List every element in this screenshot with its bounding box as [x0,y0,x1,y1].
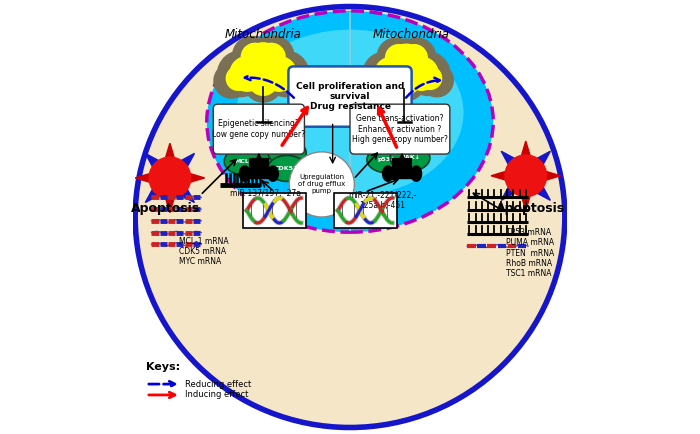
Text: MCL-1↑: MCL-1↑ [234,159,262,164]
Text: Apoptosis: Apoptosis [131,202,200,215]
Circle shape [230,56,265,91]
Ellipse shape [268,155,306,181]
Polygon shape [501,151,515,165]
Circle shape [248,66,278,95]
Circle shape [371,67,394,89]
Ellipse shape [239,166,250,181]
Text: Mitochondria: Mitochondria [225,28,302,41]
Text: TP53 mRNA
PUMA mRNA
PTEN  mRNA
RhoB mRNA
TSC1 mRNA: TP53 mRNA PUMA mRNA PTEN mRNA RhoB mRNA … [506,228,554,279]
Circle shape [232,36,271,75]
Text: Inducing effect: Inducing effect [185,391,248,399]
Text: Gene trans-activation?
Enhancer activation ?
High gene copy number?: Gene trans-activation? Enhancer activati… [352,114,448,144]
Circle shape [401,45,427,71]
Circle shape [214,63,248,98]
Polygon shape [536,151,550,165]
Circle shape [505,155,547,197]
Circle shape [226,66,250,90]
Circle shape [405,57,438,90]
Text: Keys:: Keys: [146,362,180,372]
Circle shape [360,64,393,97]
Ellipse shape [411,166,421,181]
Circle shape [389,64,425,101]
Text: CDK5↑: CDK5↑ [275,166,299,171]
Circle shape [258,43,285,71]
Text: miR-137/197, -27a: miR-137/197, -27a [230,189,301,197]
Circle shape [149,157,190,199]
Text: MYC↑: MYC↑ [277,150,297,155]
Circle shape [218,51,263,97]
Ellipse shape [240,131,282,160]
Circle shape [241,43,269,71]
Polygon shape [189,173,204,183]
Circle shape [278,63,312,98]
FancyBboxPatch shape [214,104,304,154]
Text: Cell proliferation and
survival
Drug resistance: Cell proliferation and survival Drug res… [296,82,404,112]
Circle shape [276,66,300,90]
Circle shape [420,64,454,97]
Polygon shape [180,153,195,168]
Polygon shape [491,171,507,181]
Ellipse shape [390,145,430,171]
Text: p53↓: p53↓ [378,157,396,162]
Circle shape [374,57,407,90]
Polygon shape [522,141,531,157]
Text: Apoptosis: Apoptosis [496,202,565,215]
Ellipse shape [224,147,272,176]
Polygon shape [135,173,150,183]
Text: Epigenetic silencing?
Low gene copy number?: Epigenetic silencing? Low gene copy numb… [212,119,305,139]
Text: Upregulation
of drug efflux
pump: Upregulation of drug efflux pump [298,174,345,194]
FancyBboxPatch shape [350,104,450,154]
FancyBboxPatch shape [288,66,412,127]
Ellipse shape [367,147,407,173]
Circle shape [378,39,435,95]
Text: Reducing effect: Reducing effect [185,380,251,388]
Polygon shape [522,195,531,210]
Circle shape [256,36,294,75]
Bar [248,169,270,178]
Circle shape [241,43,285,87]
Ellipse shape [237,30,463,195]
Circle shape [386,44,427,86]
Polygon shape [146,153,160,168]
Circle shape [386,45,412,71]
Circle shape [262,56,297,91]
Ellipse shape [206,11,494,232]
Ellipse shape [268,140,306,166]
Circle shape [377,38,414,75]
Text: Mitochondria: Mitochondria [372,28,449,41]
Ellipse shape [267,166,279,181]
Circle shape [244,64,282,102]
Circle shape [289,152,354,217]
Text: BCL2↑: BCL2↑ [249,143,272,148]
Polygon shape [545,171,561,181]
Text: MCL-1 mRNA
CDK5 mRNA
MYC mRNA: MCL-1 mRNA CDK5 mRNA MYC mRNA [179,237,229,266]
Bar [243,193,305,228]
Bar [391,169,413,178]
Circle shape [363,52,407,95]
Text: miR-21,-221/222,-
125a,b,-451: miR-21,-221/222,- 125a,b,-451 [349,191,416,210]
Bar [334,193,397,228]
Polygon shape [501,186,515,201]
Circle shape [407,52,450,95]
Circle shape [419,67,442,89]
Ellipse shape [365,132,404,158]
Text: PUMA↓: PUMA↓ [395,140,421,145]
Text: BAK↓: BAK↓ [400,155,420,161]
Polygon shape [536,186,550,201]
Text: BAX↓: BAX↓ [374,143,395,148]
Ellipse shape [135,7,565,427]
Circle shape [399,38,435,75]
Polygon shape [165,143,174,159]
Ellipse shape [382,166,393,181]
Ellipse shape [388,129,429,155]
Circle shape [393,66,420,94]
Circle shape [234,37,293,97]
Polygon shape [146,188,160,203]
Circle shape [263,51,309,97]
Polygon shape [165,197,174,213]
Polygon shape [180,188,195,203]
